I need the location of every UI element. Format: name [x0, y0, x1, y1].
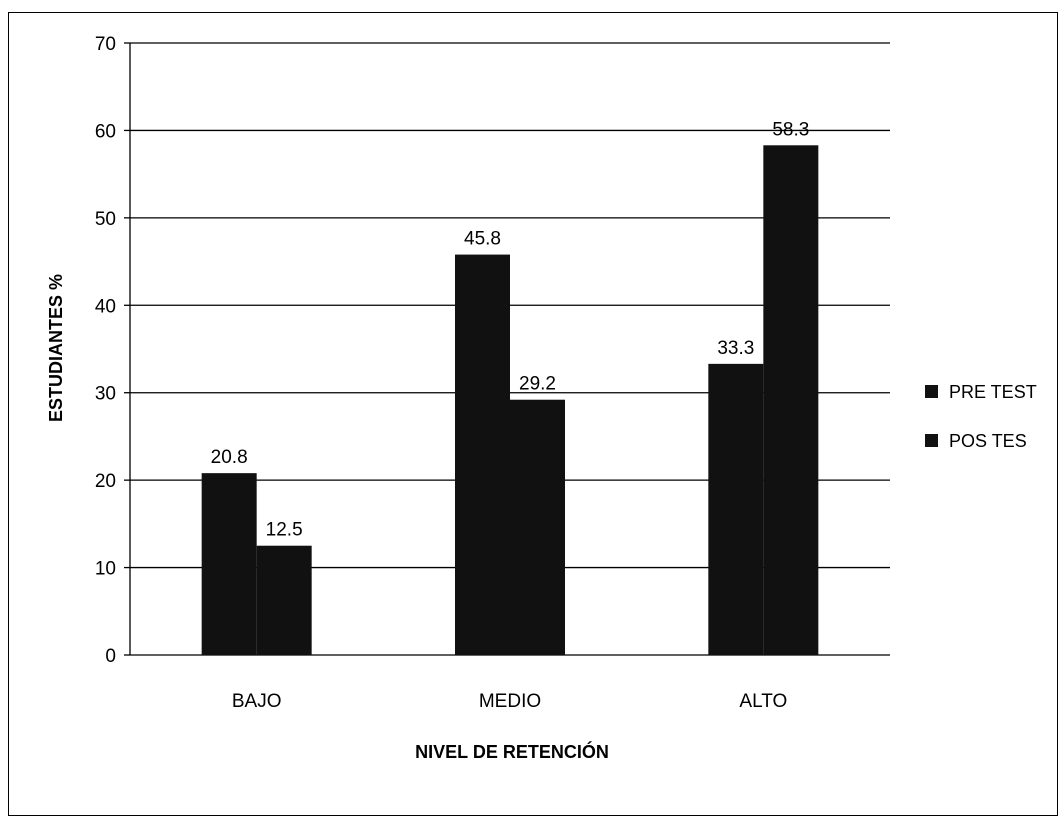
bars [201, 145, 819, 655]
data-label: 45.8 [464, 229, 501, 250]
data-label: 12.5 [266, 520, 303, 541]
x-axis-title: NIVEL DE RETENCIÓN [415, 741, 609, 762]
legend-swatch [925, 434, 938, 447]
y-tick-label: 0 [105, 646, 116, 667]
legend: PRE TEST POS TES [925, 382, 1037, 451]
bar-alto-series-1 [708, 363, 764, 655]
y-tick-label: 40 [95, 296, 116, 317]
data-label: 33.3 [717, 338, 754, 359]
bar-bajo-series-2 [256, 545, 312, 655]
x-category-label: MEDIO [479, 691, 541, 712]
legend-label: PRE TEST [949, 382, 1037, 402]
y-axis-title: ESTUDIANTES % [46, 274, 66, 422]
bar-medio-series-2 [510, 399, 565, 655]
data-label: 20.8 [211, 447, 248, 468]
y-tick-label: 70 [95, 34, 116, 55]
bar-bajo-series-1 [201, 473, 257, 655]
x-category-label: ALTO [739, 691, 787, 712]
data-label: 29.2 [519, 374, 556, 395]
x-axis-categories: BAJO MEDIO ALTO [232, 691, 787, 712]
y-tick-label: 30 [95, 384, 116, 405]
bar-medio-series-1 [455, 254, 510, 655]
y-tick-label: 50 [95, 209, 116, 230]
legend-swatch [925, 385, 938, 398]
data-labels: 20.8 12.5 45.8 29.2 33.3 58.3 [211, 119, 810, 540]
x-category-label: BAJO [232, 691, 282, 712]
y-tick-label: 10 [95, 559, 116, 580]
y-tick-label: 60 [95, 121, 116, 142]
data-label: 58.3 [772, 119, 809, 140]
y-axis-ticks: 0 10 20 30 40 50 60 70 [95, 34, 130, 667]
legend-label: POS TES [949, 431, 1027, 451]
bar-alto-series-2 [763, 145, 819, 655]
y-tick-label: 20 [95, 471, 116, 492]
